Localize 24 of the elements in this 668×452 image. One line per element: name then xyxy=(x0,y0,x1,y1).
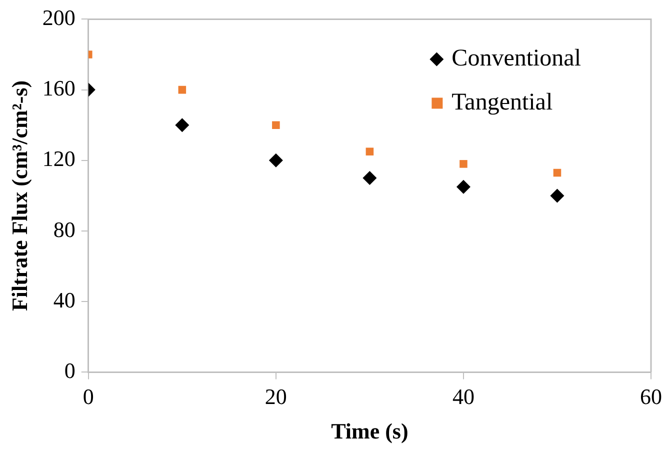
point xyxy=(178,86,186,94)
point xyxy=(268,153,283,168)
legend-label: Conventional xyxy=(452,45,582,72)
y-tick-label: 0 xyxy=(64,358,76,383)
x-tick-label: 60 xyxy=(640,384,662,410)
point xyxy=(362,171,377,186)
y-tick-label: 40 xyxy=(53,287,76,312)
y-tick-label: 200 xyxy=(42,4,76,30)
y-tick-label: 120 xyxy=(42,146,76,172)
y-tick-label: 160 xyxy=(42,76,76,101)
x-tick-label: 0 xyxy=(82,384,94,410)
point xyxy=(272,121,280,129)
y-tick-label: 80 xyxy=(53,216,76,242)
point xyxy=(366,148,374,156)
legend-label: Tangential xyxy=(452,89,553,116)
point xyxy=(553,168,562,177)
x-axis-title: Time (s) xyxy=(331,418,408,444)
y-axis-title: Filtrate Flux (cm³/cm²-s) xyxy=(6,80,32,312)
x-tick-label: 20 xyxy=(264,384,287,410)
point xyxy=(550,188,564,203)
x-tick-label: 40 xyxy=(452,384,474,410)
point xyxy=(456,180,470,194)
point xyxy=(175,118,190,132)
point xyxy=(460,160,468,168)
